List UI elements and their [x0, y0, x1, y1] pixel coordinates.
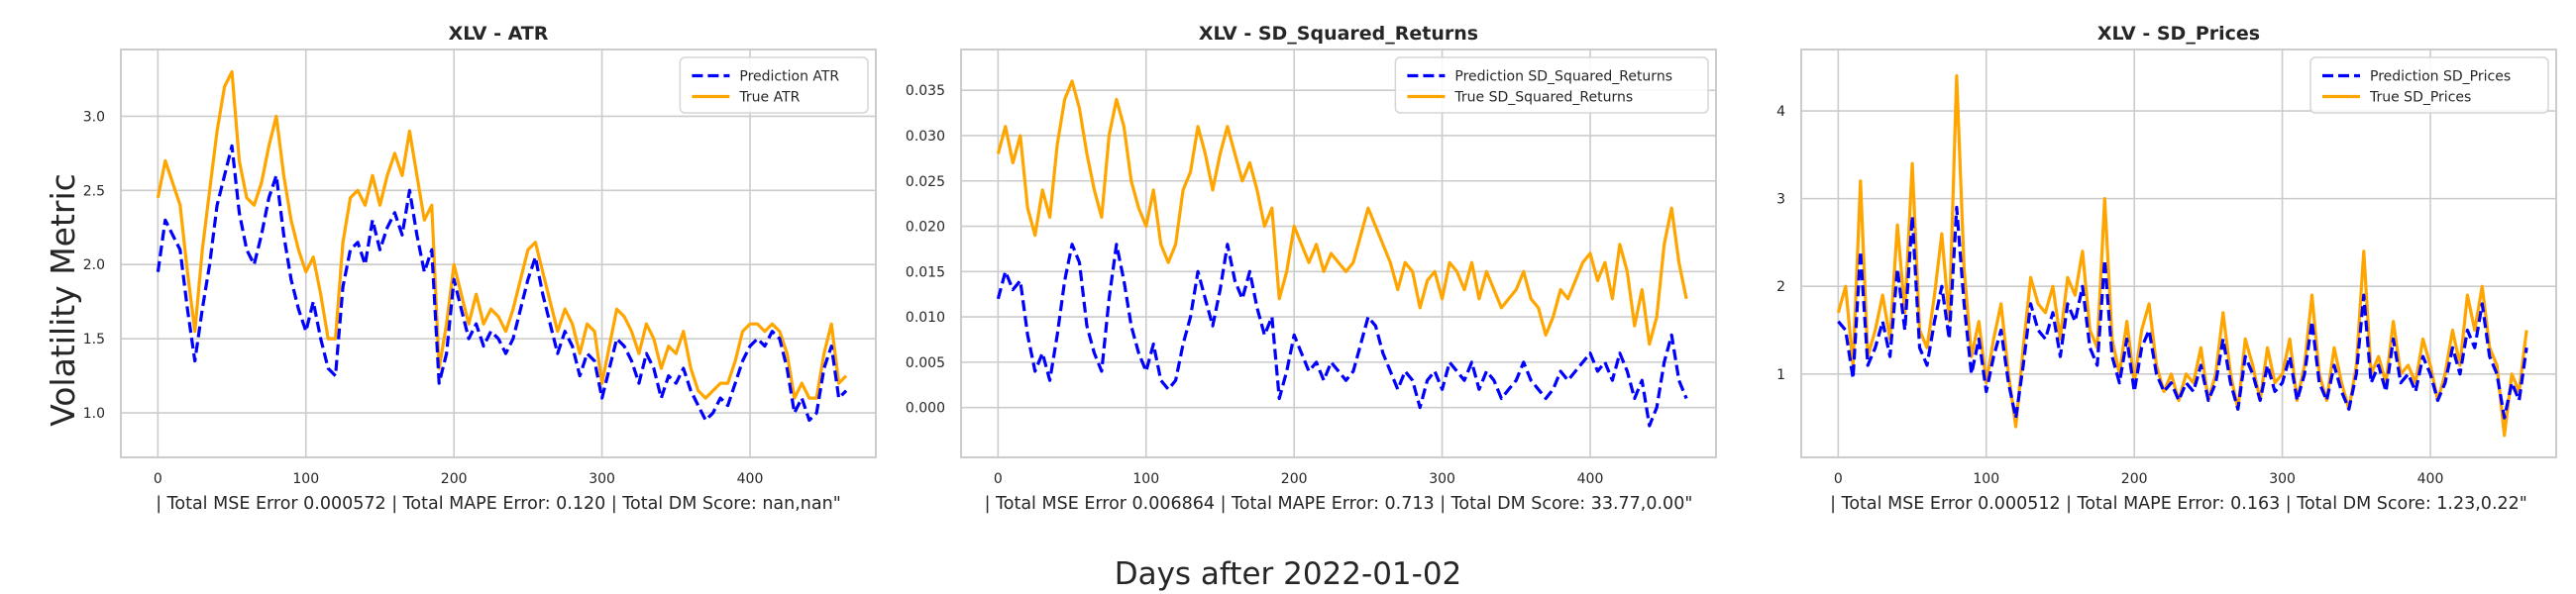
chart-caption: | Total MSE Error 0.000572 | Total MAPE … [156, 494, 841, 514]
x-tick-label: 200 [1281, 471, 1308, 487]
x-tick-label: 0 [154, 471, 162, 487]
series-line-true-sd-squared-returns [996, 79, 1688, 346]
legend: Prediction ATR True ATR [679, 56, 869, 114]
y-tick-label: 0.035 [906, 83, 945, 99]
y-tick-label: 1.0 [83, 406, 105, 422]
legend-label: True ATR [738, 90, 800, 106]
x-tick-label: 100 [1973, 471, 1999, 487]
chart-panel-1: 0 100 200 300 400 1.0 1.5 2.0 2.5 3.0 XLV - ATR | T… [83, 23, 877, 514]
y-tick-label: 3 [1776, 192, 1785, 208]
y-tick-label: 2.5 [83, 183, 105, 199]
legend: Prediction SD_Prices True SD_Prices [2309, 56, 2549, 114]
x-tick-label: 300 [589, 471, 615, 487]
y-tick-label: 0.000 [906, 401, 945, 417]
y-tick-label: 2.0 [83, 257, 105, 273]
y-tick-label: 0.030 [906, 129, 945, 145]
legend-box [2309, 56, 2549, 114]
y-tick-label: 3.0 [83, 109, 105, 125]
y-tick-label: 0.010 [906, 310, 945, 326]
y-tick-label: 0.025 [906, 174, 945, 190]
legend: Prediction SD_Squared_Returns True SD_Squ… [1394, 56, 1709, 114]
legend-label: Prediction ATR [739, 69, 839, 85]
legend-label: Prediction SD_Prices [2370, 69, 2511, 85]
series-line-true-sd-prices [1836, 74, 2528, 438]
legend-box [1394, 56, 1709, 114]
y-tick-label: 0.020 [906, 220, 945, 236]
x-tick-label: 0 [1834, 471, 1843, 487]
chart-caption: | Total MSE Error 0.006864 | Total MAPE … [985, 494, 1693, 514]
legend-label: Prediction SD_Squared_Returns [1454, 69, 1672, 85]
chart-title: XLV - SD_Squared_Returns [1199, 23, 1478, 45]
legend-label: True SD_Squared_Returns [1453, 90, 1633, 106]
y-tick-label: 2 [1776, 279, 1785, 295]
chart-panel-2: 0 100 200 300 400 0.000 0.005 0.010 0.015 0.020 0.… [906, 23, 1717, 514]
y-tick-label: 0.015 [906, 264, 945, 280]
chart-title: XLV - ATR [449, 23, 549, 45]
x-tick-label: 400 [2417, 471, 2444, 487]
y-tick-label: 0.005 [906, 355, 945, 371]
axes-frame [1800, 49, 2557, 458]
series-line-prediction-sd-squared-returns [996, 243, 1688, 428]
y-tick-label: 1.5 [83, 332, 105, 347]
x-tick-label: 0 [994, 471, 1003, 487]
legend-box [679, 56, 869, 114]
x-tick-label: 200 [2121, 471, 2148, 487]
figure-ylabel: Volatility Metric [44, 173, 82, 427]
x-tick-label: 400 [1577, 471, 1604, 487]
figure-xlabel: Days after 2022-01-02 [1115, 556, 1462, 592]
axes-frame [120, 49, 877, 458]
x-tick-label: 300 [2269, 471, 2296, 487]
y-tick-label: 1 [1776, 367, 1785, 383]
y-tick-label: 4 [1776, 104, 1785, 120]
series-line-prediction-sd-prices [1837, 205, 2528, 420]
x-tick-label: 200 [441, 471, 468, 487]
chart-title: XLV - SD_Prices [2097, 23, 2260, 45]
x-tick-label: 400 [737, 471, 764, 487]
axes-frame [960, 49, 1717, 458]
x-tick-label: 100 [292, 471, 319, 487]
legend-label: True SD_Prices [2369, 90, 2471, 106]
chart-panel-3: 0 100 200 300 400 1 2 3 4 XLV - SD_Prices | Total … [1776, 23, 2557, 514]
x-tick-label: 300 [1429, 471, 1455, 487]
series-line-prediction-atr [156, 144, 848, 423]
x-tick-label: 100 [1132, 471, 1159, 487]
series-line-true-atr [156, 69, 848, 400]
chart-caption: | Total MSE Error 0.000512 | Total MAPE … [1830, 494, 2527, 514]
